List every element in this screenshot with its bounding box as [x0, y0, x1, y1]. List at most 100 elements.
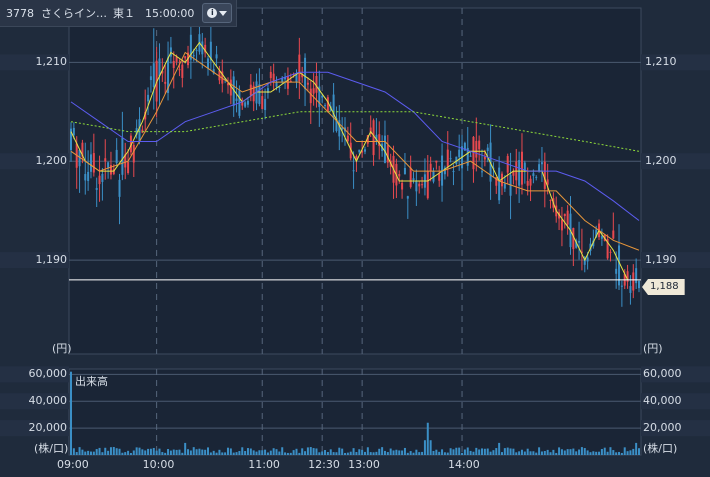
volume-bar — [372, 452, 375, 455]
candle-body — [144, 111, 147, 120]
candle-body — [361, 150, 364, 153]
volume-bar — [529, 451, 532, 455]
candle-body — [121, 137, 124, 175]
volume-bar — [361, 449, 364, 455]
moving-average-ma4 — [70, 111, 640, 152]
candle-body — [398, 173, 401, 177]
candle-body — [318, 86, 321, 107]
candle-body — [101, 173, 104, 182]
candle-body — [284, 77, 287, 80]
volume-tick-label-left: 20,000 — [28, 421, 68, 435]
volume-bar — [232, 452, 235, 455]
candle-body — [341, 127, 344, 130]
volume-bar — [92, 451, 95, 455]
volume-bar — [344, 452, 347, 455]
volume-bar — [346, 452, 349, 455]
candle-body — [312, 88, 315, 94]
volume-bar — [269, 450, 272, 455]
volume-bar — [178, 449, 181, 455]
volume-bar — [147, 448, 150, 455]
volume-bar — [187, 449, 190, 455]
candle-body — [535, 176, 538, 178]
volume-bar — [295, 448, 298, 455]
info-menu-button[interactable]: i — [202, 3, 233, 23]
candle-body — [89, 154, 92, 172]
candle-body — [112, 169, 115, 175]
candle-body — [458, 149, 461, 158]
volume-bar — [72, 448, 75, 455]
volume-bar — [606, 451, 609, 455]
moving-average-ma2 — [70, 51, 640, 251]
volume-bar — [358, 449, 361, 455]
price-tick-band — [641, 54, 710, 71]
candle-body — [372, 120, 375, 156]
volume-bar — [298, 452, 301, 455]
volume-bar — [184, 442, 187, 455]
volume-bar — [209, 452, 212, 455]
volume-bar — [492, 450, 495, 455]
candle-body — [358, 149, 361, 153]
candle-body — [181, 64, 184, 78]
candle-body — [618, 245, 621, 286]
volume-bar — [318, 452, 321, 455]
volume-bar — [543, 450, 546, 455]
volume-bar — [286, 452, 289, 455]
candle-body — [215, 54, 218, 59]
candle-body — [218, 70, 221, 81]
volume-bar — [224, 452, 227, 455]
candle-body — [264, 98, 267, 111]
volume-bar — [338, 447, 341, 455]
volume-bar — [546, 449, 549, 455]
volume-bar — [81, 449, 84, 455]
volume-bar — [375, 451, 378, 455]
candle-body — [78, 150, 81, 167]
candle-body — [127, 162, 130, 174]
volume-bar — [609, 447, 612, 455]
volume-bar — [406, 452, 409, 455]
volume-bar — [309, 447, 312, 455]
volume-bar — [455, 447, 458, 455]
candle-body — [540, 162, 543, 165]
market-name: 東１ — [113, 7, 135, 20]
candle-body — [115, 149, 118, 164]
volume-bar — [421, 451, 424, 455]
candle-body — [135, 128, 138, 135]
volume-unit-left: (株/口) — [34, 442, 69, 455]
volume-bar — [566, 449, 569, 455]
volume-bar — [569, 449, 572, 455]
volume-bar — [195, 449, 198, 455]
volume-bar — [107, 450, 110, 455]
price-tick-label-left: 1,190 — [35, 253, 68, 267]
volume-bar — [349, 451, 352, 455]
candle-body — [84, 174, 87, 181]
volume-bar — [229, 448, 232, 455]
candle-body — [124, 154, 127, 168]
candle-body — [466, 147, 469, 166]
candle-body — [349, 142, 352, 159]
volume-bar — [335, 452, 338, 455]
volume-bar — [575, 451, 578, 455]
volume-bar — [498, 442, 501, 455]
candle-body — [386, 145, 389, 163]
price-tick-label-left: 1,200 — [35, 154, 68, 168]
candle-body — [438, 173, 441, 181]
volume-bar — [463, 449, 466, 455]
candle-body — [512, 170, 515, 176]
volume-bar — [321, 451, 324, 455]
volume-bar — [258, 450, 261, 455]
volume-bar — [266, 452, 269, 455]
volume-bar — [255, 451, 258, 455]
volume-bar — [127, 450, 130, 455]
volume-bar — [226, 447, 229, 455]
current-price-tag: 1,188 — [642, 279, 685, 295]
volume-bar — [555, 452, 558, 455]
candle-body — [543, 161, 546, 189]
volume-bar — [481, 448, 484, 455]
candle-body — [498, 167, 501, 201]
candle-body — [104, 158, 107, 162]
volume-bar — [238, 451, 241, 455]
candle-body — [446, 149, 449, 168]
time-tick-label: 14:00 — [448, 458, 480, 471]
volume-tick-band — [0, 420, 69, 437]
